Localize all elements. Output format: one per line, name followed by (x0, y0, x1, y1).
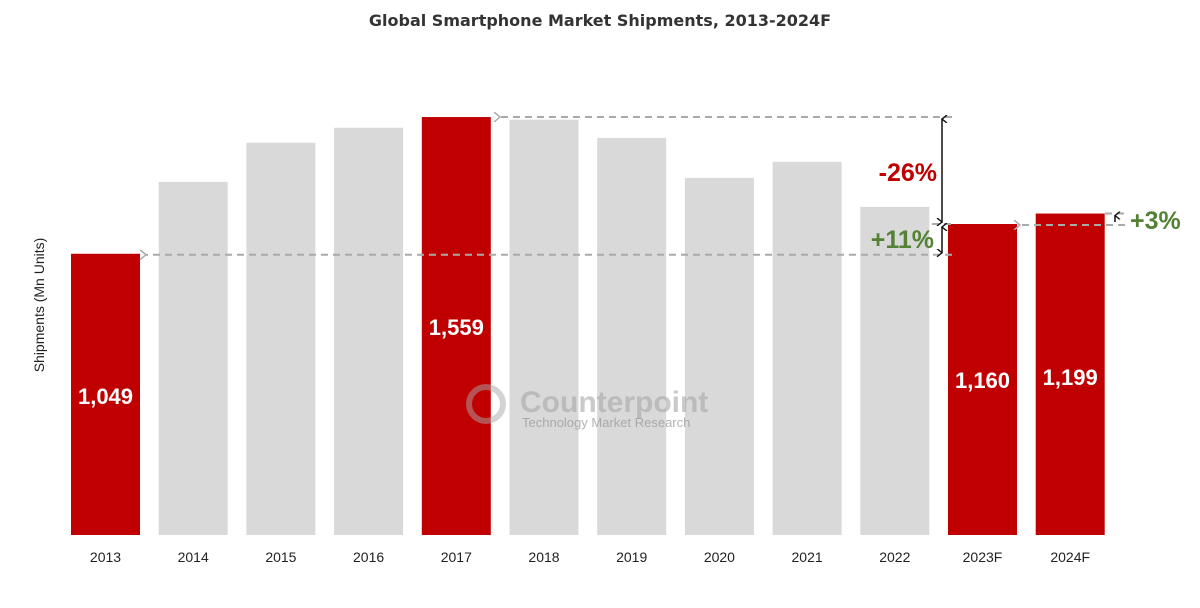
y-axis-label: Shipments (Mn Units) (31, 238, 47, 373)
data-label-2024F: 1,199 (1043, 365, 1098, 390)
change-annotation: +11% (871, 226, 934, 254)
bar-2018 (509, 119, 579, 535)
x-tick-label: 2016 (353, 549, 384, 565)
change-annotation: -26% (879, 159, 937, 187)
bar-2013 (71, 253, 140, 535)
watermark-brand: Counterpoint (520, 386, 708, 419)
watermark-tagline: Technology Market Research (522, 415, 690, 430)
bar-2015 (246, 142, 316, 535)
bar-2024F (1035, 213, 1105, 535)
change-annotation: +3% (1130, 207, 1181, 235)
bar-2021 (772, 161, 842, 535)
data-label-2017: 1,559 (429, 315, 484, 340)
bar-2019 (597, 137, 667, 535)
x-tick-label: 2020 (704, 549, 735, 565)
bar-2020 (684, 177, 754, 535)
x-tick-label: 2017 (441, 549, 472, 565)
bar-2023F (948, 224, 1017, 535)
x-tick-label: 2018 (528, 549, 559, 565)
data-label-2023F: 1,160 (955, 368, 1010, 393)
x-tick-label: 2022 (879, 549, 910, 565)
x-tick-label: 2023F (963, 549, 1003, 565)
data-label-2013: 1,049 (78, 384, 133, 409)
x-tick-label: 2014 (178, 549, 209, 565)
x-tick-label: 2024F (1050, 549, 1090, 565)
x-tick-label: 2015 (265, 549, 296, 565)
x-tick-label: 2013 (90, 549, 121, 565)
chart-title: Global Smartphone Market Shipments, 2013… (369, 11, 831, 30)
bar-2016 (334, 127, 404, 535)
bar-2014 (158, 181, 228, 535)
counterpoint-watermark-logo: Counterpoint Technology Market Research (466, 384, 708, 430)
x-tick-label: 2021 (792, 549, 823, 565)
bar-2022 (860, 206, 930, 536)
bar-2017 (421, 117, 491, 535)
x-tick-label: 2019 (616, 549, 647, 565)
